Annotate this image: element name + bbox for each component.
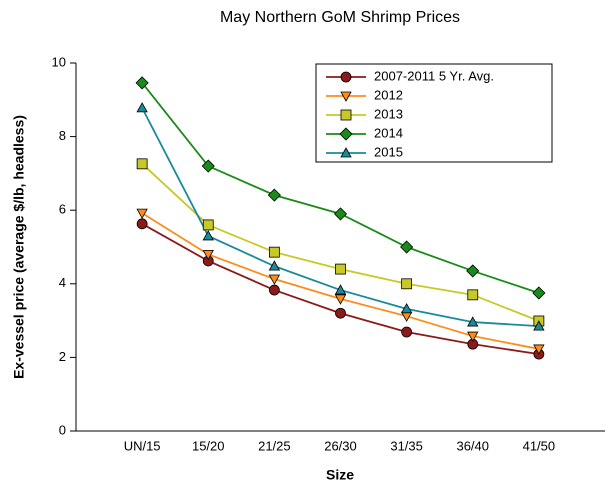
x-tick-label: 31/35 bbox=[390, 438, 423, 453]
legend-marker bbox=[340, 147, 352, 158]
data-point bbox=[268, 284, 280, 296]
data-point bbox=[202, 249, 214, 261]
data-point bbox=[268, 274, 281, 285]
y-tick-label: 10 bbox=[52, 54, 66, 69]
x-tick-label: 41/50 bbox=[523, 438, 556, 453]
x-tick-label: 26/30 bbox=[324, 438, 357, 453]
y-tick-label: 6 bbox=[59, 202, 66, 217]
y-tick-label: 0 bbox=[59, 422, 66, 437]
legend-label: 2013 bbox=[374, 106, 403, 121]
data-point bbox=[201, 159, 215, 173]
data-point bbox=[466, 264, 480, 278]
data-point bbox=[267, 188, 281, 202]
x-axis-label: Size bbox=[326, 467, 354, 483]
data-point bbox=[533, 344, 545, 355]
data-point bbox=[467, 331, 479, 342]
data-point bbox=[401, 326, 413, 338]
legend-marker bbox=[340, 91, 352, 102]
data-point bbox=[335, 307, 346, 319]
data-point bbox=[135, 76, 149, 90]
data-point bbox=[136, 102, 148, 113]
series-line bbox=[141, 212, 540, 350]
data-point bbox=[400, 303, 413, 314]
data-point bbox=[268, 246, 280, 258]
data-point bbox=[532, 286, 546, 300]
y-tick-label: 8 bbox=[59, 128, 66, 143]
legend-box bbox=[315, 63, 553, 163]
x-tick-label: UN/15 bbox=[124, 438, 161, 453]
data-point bbox=[334, 294, 347, 305]
legend-label: 2007-2011 5 Yr. Avg. bbox=[374, 68, 494, 83]
legend-marker bbox=[340, 109, 352, 121]
data-point bbox=[401, 278, 413, 290]
legend-label: 2012 bbox=[374, 87, 403, 102]
data-point bbox=[136, 218, 148, 230]
legend-marker bbox=[340, 71, 352, 83]
data-point bbox=[202, 219, 214, 231]
data-point bbox=[467, 289, 479, 301]
y-axis-label: Ex-vessel price (average $/lb, headless) bbox=[11, 115, 27, 379]
chart-title: May Northern GoM Shrimp Prices bbox=[220, 9, 460, 26]
data-point bbox=[268, 260, 281, 271]
x-tick-label: 36/40 bbox=[456, 438, 489, 453]
data-point bbox=[400, 240, 414, 254]
legend-label: 2014 bbox=[374, 125, 403, 140]
legend-label: 2015 bbox=[374, 144, 403, 159]
data-point bbox=[467, 316, 479, 327]
y-tick-label: 2 bbox=[59, 349, 66, 364]
data-point bbox=[533, 320, 545, 331]
data-point bbox=[136, 158, 148, 170]
data-point bbox=[136, 208, 148, 219]
x-tick-label: 21/25 bbox=[258, 438, 291, 453]
data-point bbox=[202, 230, 214, 241]
data-point bbox=[335, 263, 346, 275]
x-tick-label: 15/20 bbox=[192, 438, 225, 453]
data-point bbox=[334, 284, 347, 295]
y-tick-label: 4 bbox=[59, 275, 66, 290]
legend-marker bbox=[339, 127, 353, 141]
data-point bbox=[333, 207, 348, 221]
